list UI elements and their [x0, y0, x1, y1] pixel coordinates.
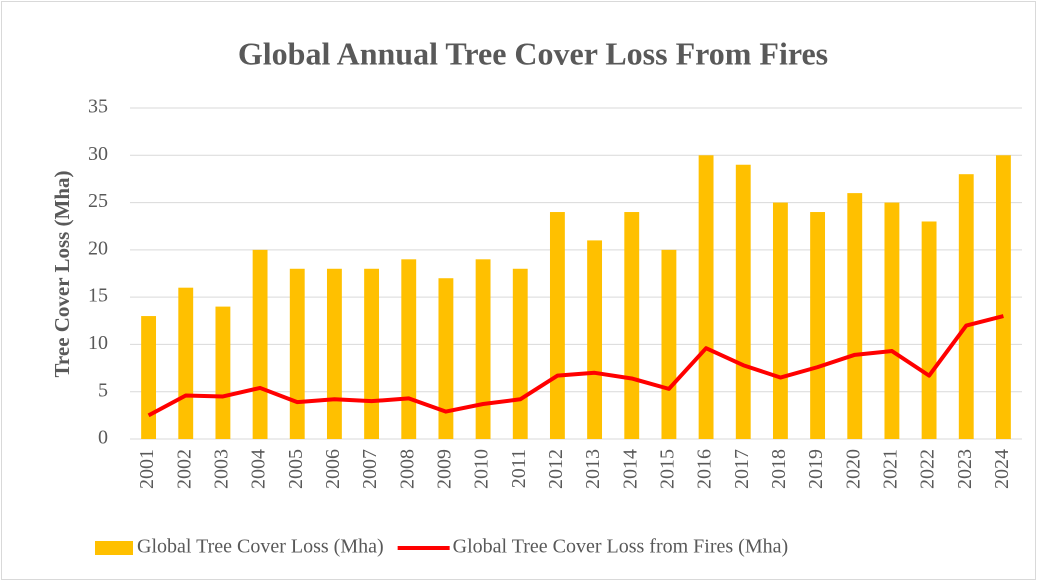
bar	[735, 164, 751, 439]
x-tick-label: 2009	[434, 449, 456, 489]
bar	[364, 268, 380, 439]
x-tick-label: 2016	[694, 449, 716, 489]
bar	[549, 212, 565, 439]
y-tick-label: 35	[88, 96, 108, 118]
y-tick-label: 20	[88, 237, 108, 259]
x-tick-label: 2011	[508, 449, 530, 488]
x-tick-label: 2022	[917, 449, 939, 489]
bar	[178, 287, 194, 439]
bar	[772, 202, 788, 439]
x-tick-label: 2018	[768, 449, 790, 489]
bar	[958, 174, 974, 439]
x-tick-label: 2023	[954, 449, 976, 489]
bar	[661, 249, 677, 439]
x-tick-label: 2013	[582, 449, 604, 489]
legend-label: Global Tree Cover Loss from Fires (Mha)	[453, 536, 789, 558]
bar	[438, 278, 454, 439]
x-tick-label: 2014	[619, 449, 641, 489]
y-tick-label: 15	[88, 285, 108, 307]
y-tick-label: 30	[88, 143, 108, 165]
y-axis-label: Tree Cover Loss (Mha)	[50, 170, 74, 377]
x-tick-label: 2012	[545, 449, 567, 489]
x-tick-label: 2019	[805, 449, 827, 489]
x-tick-label: 2024	[991, 449, 1013, 489]
bar	[401, 259, 417, 439]
bar	[141, 316, 157, 439]
y-tick-label: 25	[88, 190, 108, 212]
bar	[475, 259, 491, 439]
bar	[810, 212, 826, 439]
bar	[215, 306, 231, 439]
bar	[326, 268, 342, 439]
y-tick-label: 0	[98, 427, 108, 449]
x-tick-label: 2005	[285, 449, 307, 489]
legend-swatch	[95, 541, 133, 555]
bar	[624, 212, 640, 439]
x-tick-label: 2002	[173, 449, 195, 489]
x-tick-label: 2006	[322, 449, 344, 489]
x-tick-label: 2008	[396, 449, 418, 489]
bar	[698, 155, 714, 440]
line	[147, 314, 1004, 418]
x-tick-label: 2020	[842, 449, 864, 489]
x-tick-label: 2004	[248, 449, 270, 489]
bar	[884, 202, 900, 439]
bar	[252, 249, 268, 439]
x-tick-label: 2003	[211, 449, 233, 489]
bar	[847, 193, 863, 439]
x-tick-label: 2001	[136, 449, 158, 489]
bar	[289, 268, 305, 439]
x-tick-label: 2017	[731, 449, 753, 489]
x-tick-label: 2010	[471, 449, 493, 489]
x-tick-label: 2021	[880, 449, 902, 489]
y-tick-label: 10	[88, 332, 108, 354]
bar	[995, 155, 1011, 440]
x-tick-label: 2015	[657, 449, 679, 489]
x-tick-label: 2007	[359, 449, 381, 489]
chart-title: Global Annual Tree Cover Loss From Fires	[238, 35, 828, 71]
bar	[512, 268, 528, 439]
bar	[587, 240, 603, 439]
legend-label: Global Tree Cover Loss (Mha)	[137, 536, 384, 558]
y-tick-label: 5	[98, 379, 108, 401]
bar	[921, 221, 937, 439]
